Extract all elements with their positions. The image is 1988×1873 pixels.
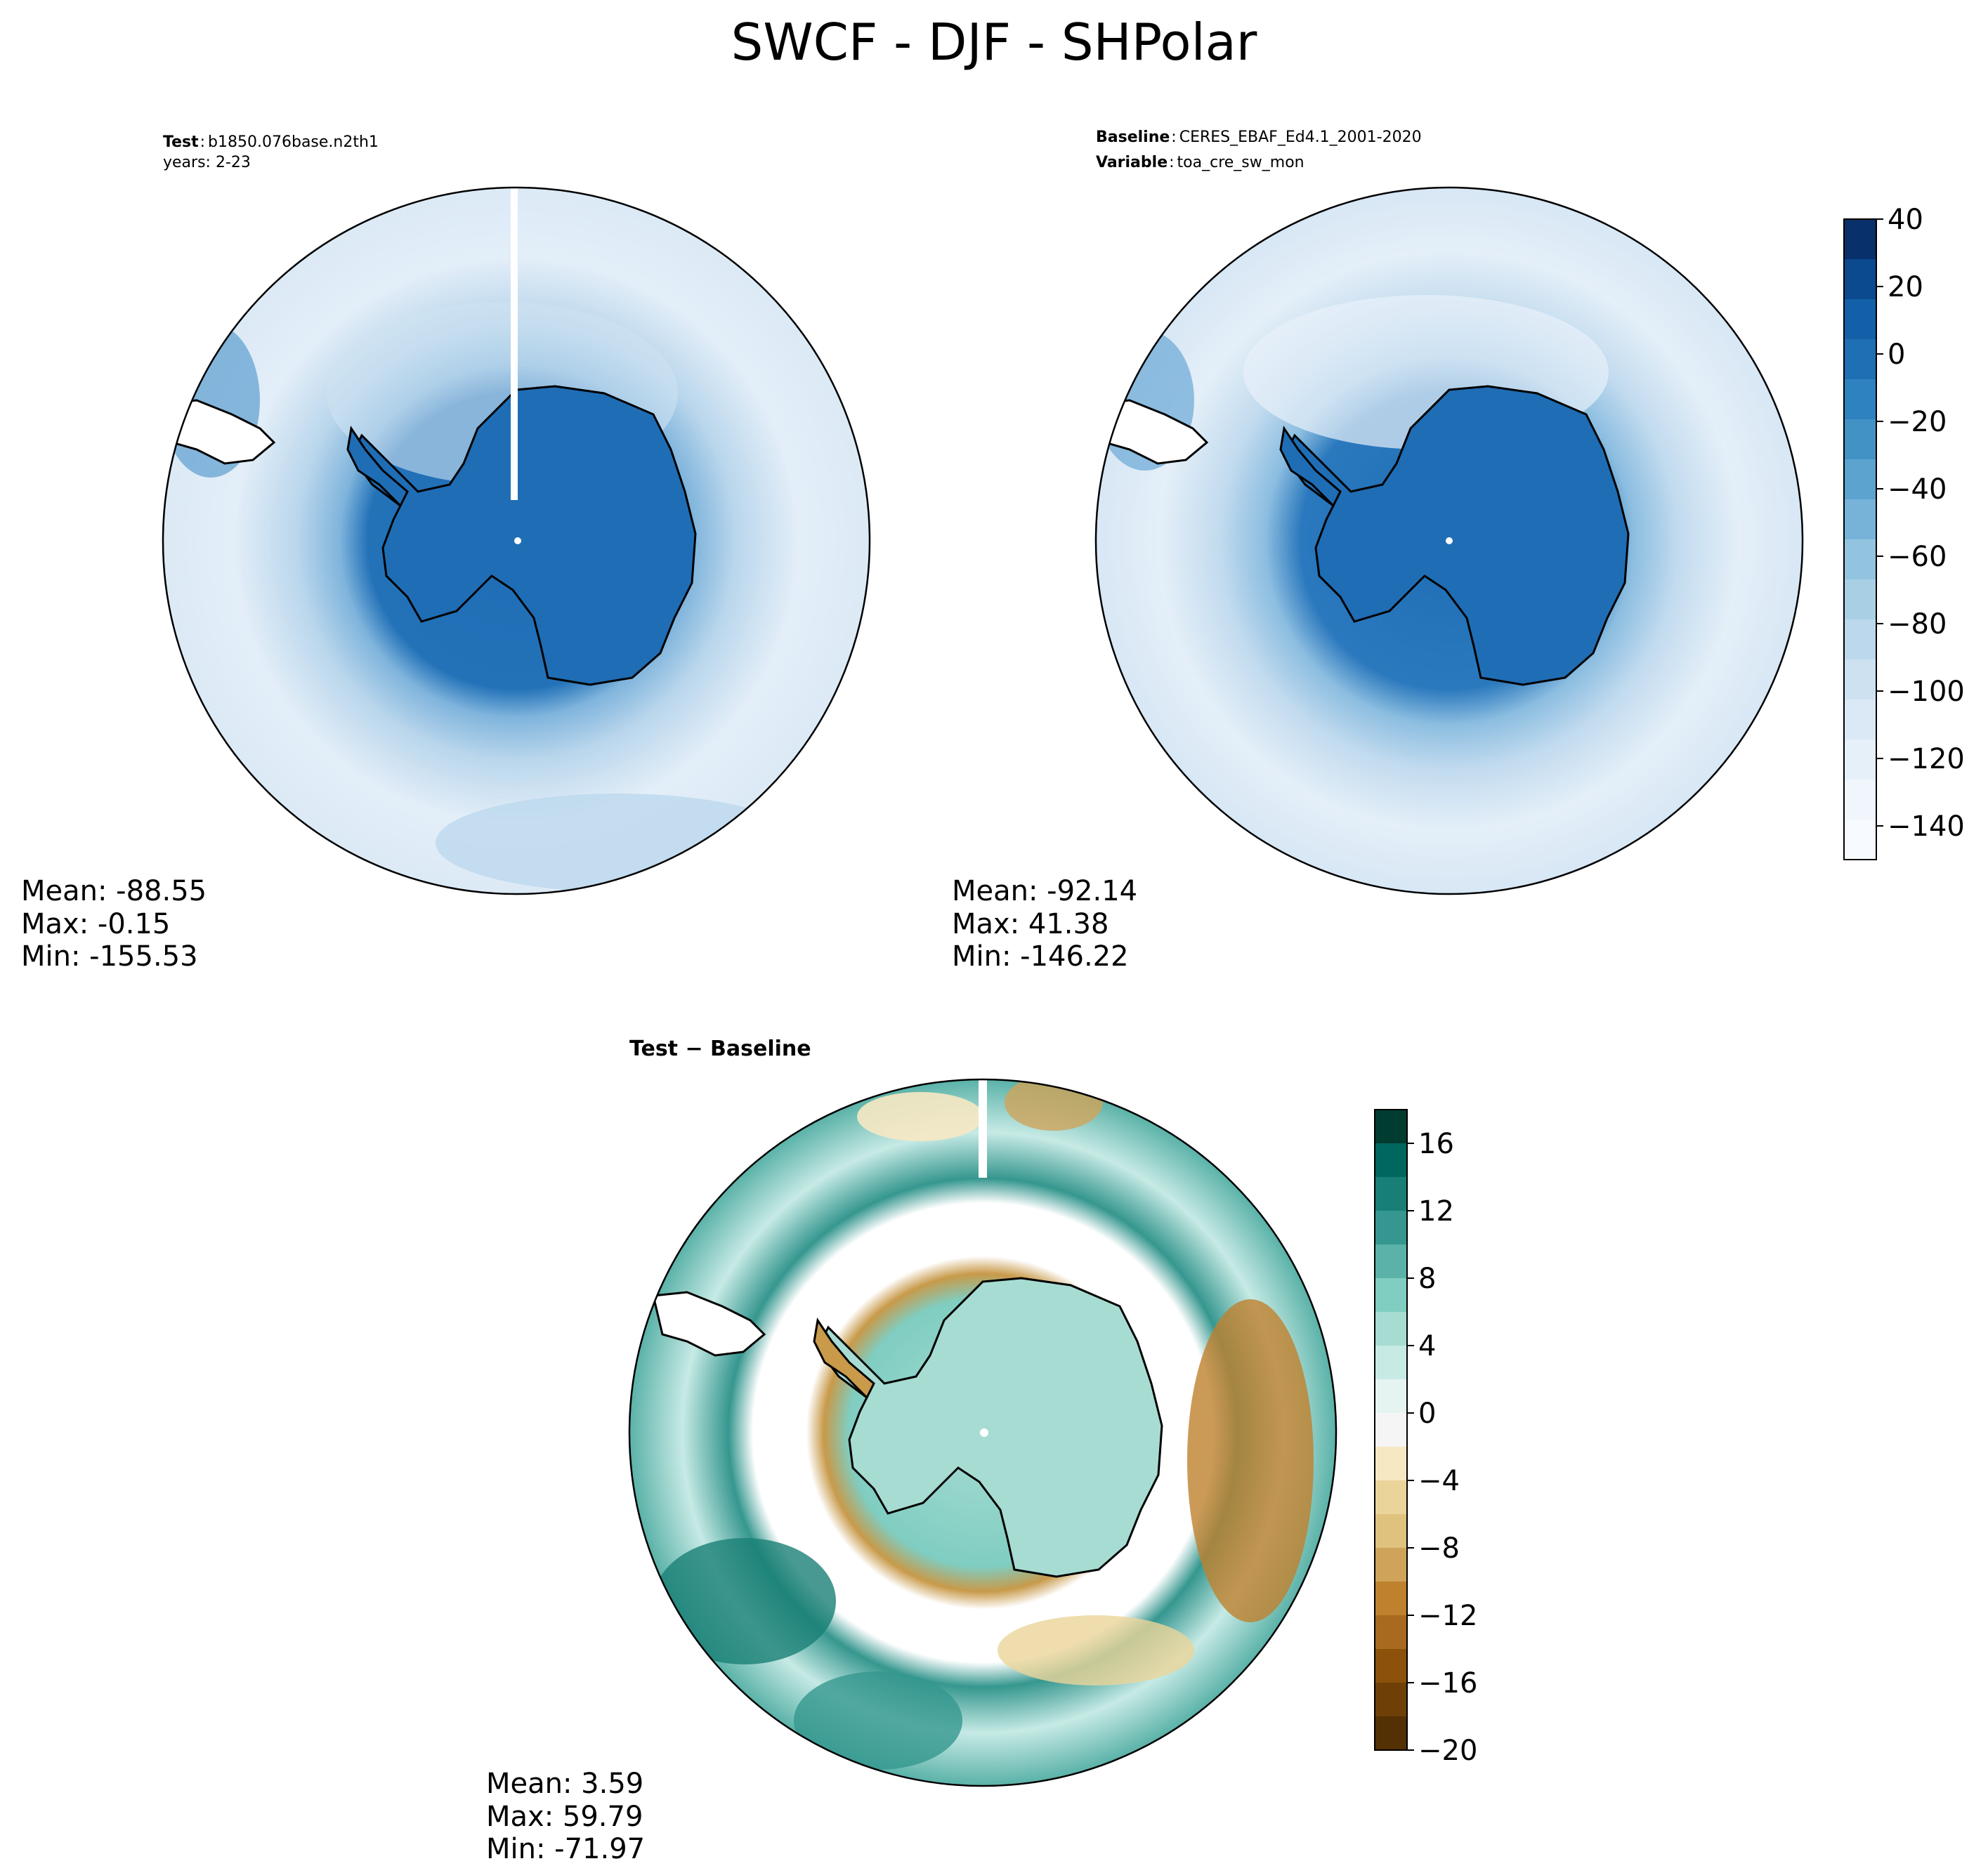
test-min: Min: -155.53	[21, 940, 198, 973]
colorbar-absolute-tick-label: −100	[1888, 676, 1965, 708]
colorbar-difference-tick-label: 4	[1418, 1330, 1436, 1362]
baseline-min: Min: -146.22	[952, 940, 1129, 973]
colorbar-difference-tick-label: 0	[1418, 1398, 1436, 1430]
test-map-border	[162, 186, 871, 895]
baseline-peninsula	[1279, 426, 1342, 508]
difference-map	[629, 1079, 1336, 1786]
colorbar-absolute-tick-label: −60	[1888, 541, 1947, 573]
colorbar-absolute-tick-label: −80	[1888, 608, 1947, 640]
colorbar-difference-segment	[1375, 1346, 1407, 1380]
colorbar-absolute-segment	[1844, 219, 1876, 260]
colorbar-difference-tick-label: −12	[1418, 1600, 1477, 1632]
colorbar-absolute-segment	[1844, 459, 1876, 500]
difference-antarctica	[816, 1277, 1163, 1578]
colorbar-difference-tick-label: 8	[1418, 1263, 1436, 1295]
colorbar-difference-tick-label: 16	[1418, 1128, 1454, 1160]
colorbar-absolute-segment	[1844, 379, 1876, 420]
difference-map-border	[628, 1078, 1338, 1787]
colorbar-absolute-segment	[1844, 619, 1876, 660]
colorbar-absolute-segment	[1844, 780, 1876, 820]
colorbar-difference-segment	[1375, 1379, 1407, 1414]
baseline-header-line2: Variable: toa_cre_sw_mon	[1096, 154, 1304, 171]
colorbar-difference-segment	[1375, 1514, 1407, 1549]
colorbar-absolute-segment	[1844, 299, 1876, 340]
difference-panel: Test − Baseline Mean: 3.59 Max: 59.79 Mi…	[486, 1037, 1338, 1865]
colorbar-difference-tick-label: −8	[1418, 1532, 1460, 1565]
colorbar-difference-tick-label: −20	[1418, 1735, 1477, 1767]
colorbar-difference: 16 12 8 4 0 −4 −8 −12 −16 −20	[1374, 1109, 1477, 1767]
colorbar-difference-segment	[1375, 1211, 1407, 1245]
difference-mean: Mean: 3.59	[486, 1768, 643, 1800]
colorbar-difference-segment	[1375, 1548, 1407, 1582]
colorbar-difference-tick-label: 12	[1418, 1195, 1454, 1228]
colorbar-difference-segment	[1375, 1244, 1407, 1279]
colorbar-absolute-tick-label: −20	[1888, 406, 1947, 438]
colorbar-absolute-segment	[1844, 820, 1876, 860]
figure-title: SWCF - DJF - SHPolar	[731, 13, 1257, 72]
difference-missing-stripe	[979, 1079, 987, 1178]
colorbar-difference-segment	[1375, 1278, 1407, 1313]
test-max: Max: -0.15	[21, 908, 170, 940]
baseline-south-america	[1096, 399, 1209, 465]
colorbar-absolute-segment	[1844, 419, 1876, 460]
colorbar-absolute-segment	[1844, 339, 1876, 380]
difference-south-america	[652, 1291, 766, 1357]
baseline-mean: Mean: -92.14	[952, 875, 1137, 907]
colorbar-absolute-segment	[1844, 579, 1876, 620]
colorbar-difference-segment	[1375, 1312, 1407, 1346]
difference-min: Min: -71.97	[486, 1833, 645, 1865]
colorbar-difference-tick-label: −16	[1418, 1667, 1477, 1700]
colorbar-absolute-segment	[1844, 659, 1876, 700]
difference-header: Test − Baseline	[629, 1037, 811, 1061]
baseline-panel: Baseline: CERES_EBAF_Ed4.1_2001-2020 Vari…	[952, 129, 1804, 973]
test-missing-stripe	[511, 188, 518, 500]
colorbar-absolute: 40 20 0 −20 −40 −60 −80 −100 −120 −140	[1843, 204, 1965, 860]
colorbar-difference-frame	[1374, 1109, 1408, 1751]
test-peninsula	[346, 426, 409, 508]
baseline-antarctica	[1283, 385, 1630, 686]
colorbar-difference-segment	[1375, 1447, 1407, 1481]
colorbar-difference-segment	[1375, 1110, 1407, 1144]
test-antarctica	[350, 385, 697, 686]
baseline-header-line1: Baseline: CERES_EBAF_Ed4.1_2001-2020	[1096, 129, 1422, 146]
colorbar-difference-segment	[1375, 1480, 1407, 1515]
colorbar-difference-segment	[1375, 1177, 1407, 1211]
test-map	[163, 188, 870, 894]
colorbar-difference-segment	[1375, 1683, 1407, 1717]
colorbar-absolute-tick-label: 40	[1888, 204, 1923, 236]
test-south-america	[163, 399, 276, 465]
colorbar-absolute-segment	[1844, 259, 1876, 300]
colorbar-absolute-segment	[1844, 539, 1876, 580]
baseline-map-border	[1094, 186, 1804, 895]
difference-max: Max: 59.79	[486, 1801, 643, 1833]
colorbar-difference-segment	[1375, 1143, 1407, 1178]
colorbar-difference-segment	[1375, 1582, 1407, 1616]
test-mean: Mean: -88.55	[21, 875, 207, 907]
colorbar-difference-tick-label: −4	[1418, 1465, 1460, 1497]
baseline-max: Max: 41.38	[952, 908, 1109, 940]
colorbar-absolute-tick-label: 20	[1888, 271, 1923, 303]
colorbar-absolute-tick-label: 0	[1888, 339, 1905, 371]
test-header-line1: Test: b1850.076base.n2th1	[163, 133, 379, 151]
test-header-line2: years: 2-23	[163, 154, 251, 171]
colorbar-absolute-tick-label: −140	[1888, 810, 1965, 843]
test-panel: Test: b1850.076base.n2th1 years: 2-23 Mea…	[21, 133, 871, 973]
baseline-map	[1096, 188, 1803, 894]
colorbar-absolute-segment	[1844, 499, 1876, 540]
colorbar-difference-segment	[1375, 1413, 1407, 1447]
colorbar-absolute-tick-label: −40	[1888, 473, 1947, 506]
colorbar-absolute-segment	[1844, 740, 1876, 780]
colorbar-difference-segment	[1375, 1649, 1407, 1683]
difference-peninsula	[813, 1317, 875, 1400]
colorbar-difference-segment	[1375, 1615, 1407, 1650]
colorbar-difference-segment	[1375, 1716, 1407, 1751]
colorbar-absolute-frame	[1843, 218, 1877, 860]
colorbar-absolute-segment	[1844, 699, 1876, 740]
colorbar-absolute-tick-label: −120	[1888, 743, 1965, 775]
